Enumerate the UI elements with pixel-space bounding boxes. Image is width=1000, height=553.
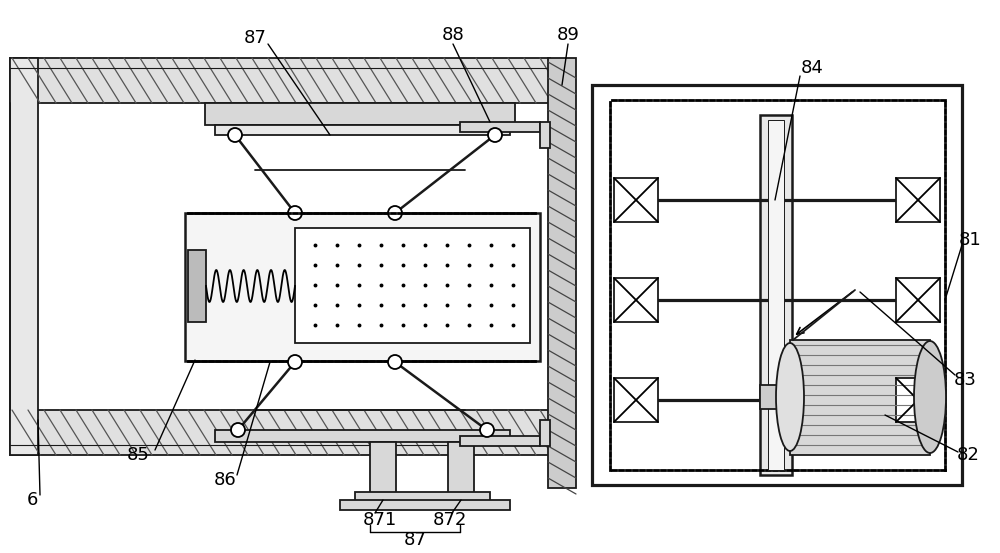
Bar	[460, 436, 540, 446]
Text: 872: 872	[433, 511, 467, 529]
Text: 81: 81	[959, 231, 981, 249]
Text: 87: 87	[244, 29, 266, 47]
Bar	[760, 115, 792, 475]
Circle shape	[288, 206, 302, 220]
Bar	[215, 125, 510, 135]
Bar	[205, 103, 515, 125]
Circle shape	[388, 206, 402, 220]
Text: 83: 83	[954, 371, 976, 389]
Bar	[540, 420, 550, 446]
Bar	[448, 442, 474, 500]
Bar	[592, 85, 962, 485]
Bar	[10, 58, 38, 455]
Bar	[355, 492, 490, 504]
Bar	[768, 120, 784, 470]
Text: 82: 82	[957, 446, 979, 464]
Bar	[185, 213, 540, 361]
Text: 871: 871	[363, 511, 397, 529]
Bar	[10, 58, 550, 103]
Text: 89: 89	[557, 26, 579, 44]
Bar	[370, 442, 396, 500]
Bar	[188, 250, 206, 322]
Circle shape	[480, 423, 494, 437]
Text: 88: 88	[442, 26, 464, 44]
Bar	[760, 385, 792, 409]
Bar	[614, 278, 658, 322]
Bar	[896, 178, 940, 222]
Circle shape	[288, 355, 302, 369]
Ellipse shape	[914, 341, 946, 453]
Text: 84: 84	[801, 59, 823, 77]
Text: 6: 6	[26, 491, 38, 509]
Bar	[540, 122, 550, 148]
Bar	[610, 100, 945, 470]
Bar	[896, 278, 940, 322]
Bar	[295, 228, 530, 343]
Text: 87: 87	[404, 531, 426, 549]
Bar	[614, 178, 658, 222]
Bar	[215, 430, 510, 442]
Ellipse shape	[776, 343, 804, 451]
Text: 86: 86	[214, 471, 236, 489]
Text: 85: 85	[127, 446, 149, 464]
Bar	[896, 378, 940, 422]
Bar	[790, 340, 930, 455]
Bar	[460, 122, 540, 132]
Bar	[10, 103, 550, 410]
Bar	[340, 500, 510, 510]
Circle shape	[488, 128, 502, 142]
Bar	[548, 58, 576, 488]
Bar	[614, 378, 658, 422]
Circle shape	[228, 128, 242, 142]
Circle shape	[231, 423, 245, 437]
Circle shape	[388, 355, 402, 369]
Bar	[10, 410, 550, 455]
